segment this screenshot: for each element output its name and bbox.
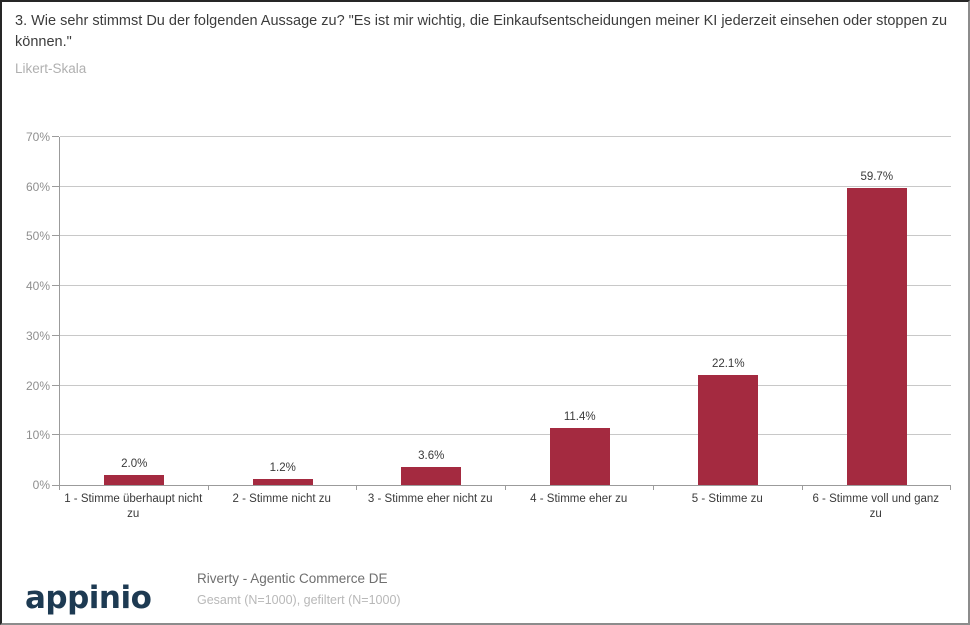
y-gridline <box>60 235 951 237</box>
y-axis-label: 0% <box>32 478 50 492</box>
x-axis-category-labels: 1 - Stimme überhaupt nicht zu 2 - Stimme … <box>59 492 950 522</box>
x-axis-category-label: 5 - Stimme zu <box>691 493 763 505</box>
x-axis-tick <box>208 485 209 490</box>
x-axis-category-label: 1 - Stimme überhaupt nicht zu <box>64 493 203 520</box>
y-axis-tick <box>52 485 59 486</box>
y-axis-label: 60% <box>25 179 50 194</box>
y-axis-tick <box>52 235 59 237</box>
y-axis-label: 20% <box>25 378 50 393</box>
y-gridline <box>60 434 951 436</box>
bar <box>698 375 759 485</box>
x-axis-tick <box>802 485 803 490</box>
bar-value-label: 22.1% <box>711 358 745 371</box>
bar-value-label: 59.7% <box>860 171 894 184</box>
x-axis-category-label: 4 - Stimme eher zu <box>530 493 628 505</box>
y-axis-tick <box>52 185 59 187</box>
x-axis-category-label: 6 - Stimme voll und ganz zu <box>812 493 940 520</box>
chart-header: 3. Wie sehr stimmst Du der folgenden Aus… <box>15 11 955 76</box>
survey-name: Riverty - Agentic Commerce DE <box>197 571 388 586</box>
survey-meta: Riverty - Agentic Commerce DE Gesamt (N=… <box>197 570 401 609</box>
y-gridline <box>60 384 951 386</box>
x-axis-tick <box>356 485 357 490</box>
y-axis-label: 40% <box>25 279 50 294</box>
appinio-logo: appinio <box>25 580 152 616</box>
bar <box>252 479 313 485</box>
bar-value-label: 3.6% <box>418 450 445 463</box>
y-axis-tick <box>52 136 59 137</box>
y-gridline <box>60 185 951 187</box>
y-gridline <box>60 334 951 336</box>
bar-chart-plot-area: 0% 10% 20% 30% 40% 50% 60% 70% 2.0% 1.2% 3.6% 11.4%… <box>26 130 951 492</box>
x-axis-tick <box>950 485 951 490</box>
x-axis-tick <box>505 485 506 490</box>
x-axis-category-label: 2 - Stimme nicht zu <box>232 493 331 505</box>
x-axis-category-label: 3 - Stimme eher nicht zu <box>367 493 493 505</box>
bar-value-label: 11.4% <box>563 411 596 424</box>
bar-value-label: 2.0% <box>121 458 148 471</box>
y-axis-tick <box>52 334 59 336</box>
y-axis-tick <box>52 434 59 436</box>
y-axis-tick <box>52 285 59 287</box>
bar <box>549 428 610 485</box>
x-axis-tick <box>653 485 654 490</box>
y-gridline <box>60 136 951 137</box>
y-axis-label: 10% <box>25 428 50 443</box>
question-type-label: Likert-Skala <box>15 61 87 76</box>
y-axis-label: 70% <box>25 130 50 144</box>
y-axis-extension <box>59 485 60 490</box>
y-axis-label: 50% <box>25 229 50 244</box>
y-gridline <box>60 285 951 287</box>
bar <box>401 467 462 485</box>
bar <box>104 475 165 485</box>
bar <box>846 188 907 485</box>
sample-info: Gesamt (N=1000), gefiltert (N=1000) <box>197 593 401 607</box>
y-axis-tick <box>52 384 59 386</box>
chart-footer: appinio Riverty - Agentic Commerce DE Ge… <box>2 561 968 623</box>
question-title: 3. Wie sehr stimmst Du der folgenden Aus… <box>15 13 948 50</box>
bar-value-label: 1.2% <box>269 462 296 475</box>
y-axis-label: 30% <box>25 328 50 343</box>
